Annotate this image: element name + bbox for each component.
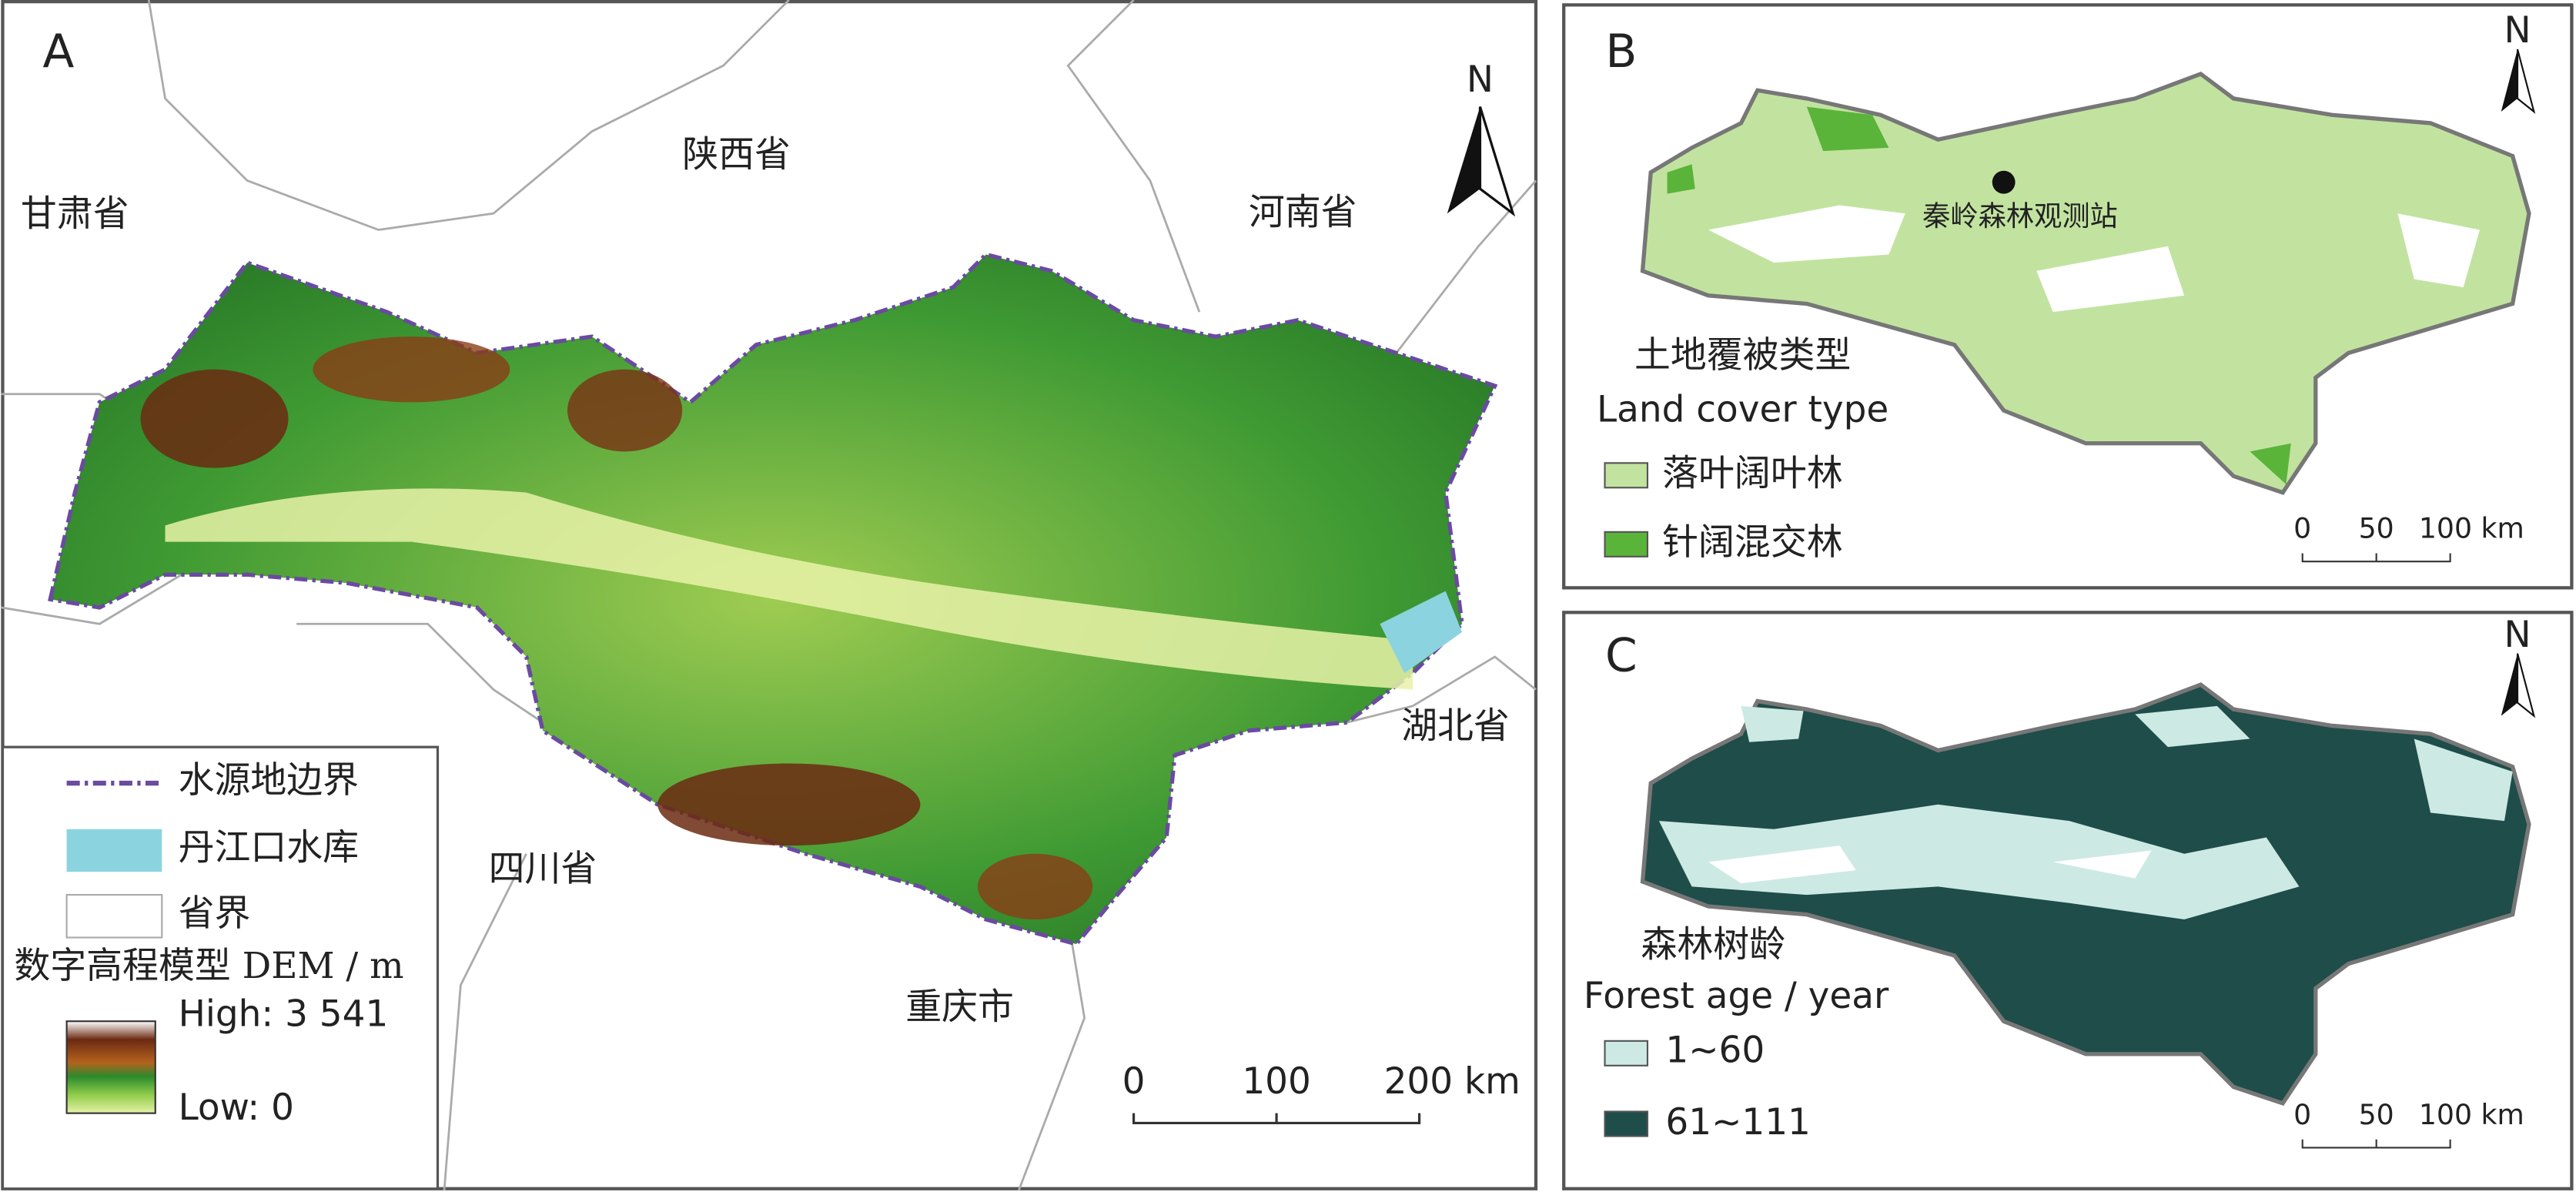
legend-swatch xyxy=(1604,462,1649,489)
station-marker xyxy=(1992,170,2016,194)
province-label: 重庆市 xyxy=(905,986,1014,1028)
legend-label: 水源地边界 xyxy=(179,759,359,802)
scale-bar xyxy=(2301,553,2451,563)
legend-label: 针阔混交林 xyxy=(1662,521,1842,564)
panel-label: C xyxy=(1605,630,1638,683)
legend-box xyxy=(1,745,440,1190)
legend-label: Low: 0 xyxy=(179,1087,294,1129)
legend-label: High: 3 541 xyxy=(179,993,389,1035)
legend-swatch xyxy=(1604,1110,1649,1137)
province-borders xyxy=(1,0,1537,1191)
province-label: 甘肃省 xyxy=(21,193,129,235)
legend-swatch xyxy=(1604,1040,1649,1066)
legend-title: 数字高程模型 DEM / m xyxy=(14,945,403,987)
north-label: N xyxy=(2504,614,2531,656)
valley xyxy=(165,488,1413,690)
province-label: 河南省 xyxy=(1249,191,1357,233)
high-terrain xyxy=(978,853,1093,920)
non-forest xyxy=(1708,845,2152,884)
panel-a: A 陕西省 甘肃省 河南省 湖北省 四川省 重庆市 N 0 100 200 km… xyxy=(1,0,1538,1191)
north-label: N xyxy=(2504,9,2531,52)
panel-label: A xyxy=(43,25,75,79)
province-label: 陕西省 xyxy=(682,134,791,176)
province-label: 四川省 xyxy=(489,848,597,890)
scale-label: 100 km xyxy=(2419,1098,2524,1131)
north-arrow xyxy=(1478,106,1516,217)
scale-label: 50 xyxy=(2359,1098,2394,1131)
legend-label: 省界 xyxy=(179,892,251,935)
high-terrain xyxy=(567,369,683,452)
high-terrain xyxy=(140,369,289,468)
scale-label: 0 xyxy=(2293,1098,2311,1131)
dem-ramp xyxy=(65,1020,156,1114)
scale-label: 0 xyxy=(1122,1060,1146,1103)
province-label: 湖北省 xyxy=(1401,705,1510,748)
panel-label: B xyxy=(1605,25,1637,79)
legend-title: 土地覆被类型 xyxy=(1634,334,1851,377)
scale-label: 100 km xyxy=(2419,512,2524,545)
legend-swatch xyxy=(1604,531,1649,557)
scale-bar xyxy=(1132,1113,1421,1125)
panel-b: 秦岭森林观测站 B N 土地覆被类型 Land cover type 落叶阔叶林… xyxy=(1562,3,2574,590)
legend-label: 1~60 xyxy=(1665,1029,1765,1071)
watershed xyxy=(48,252,1498,947)
station-label: 秦岭森林观测站 xyxy=(1922,199,2118,233)
legend-title: 森林树龄 xyxy=(1641,923,1785,966)
non-forest xyxy=(1708,205,2480,313)
legend-label: 61~111 xyxy=(1665,1101,1810,1143)
scale-label: 200 km xyxy=(1384,1060,1521,1103)
scale-label: 100 xyxy=(1242,1060,1311,1103)
north-arrow xyxy=(2516,653,2536,718)
scale-label: 50 xyxy=(2359,512,2394,545)
high-terrain xyxy=(313,337,510,403)
legend-swatch xyxy=(66,829,162,872)
high-terrain xyxy=(657,763,921,846)
legend-title: Land cover type xyxy=(1597,389,1889,431)
scale-bar xyxy=(2301,1139,2451,1149)
panel-c: C N 森林树龄 Forest age / year 1~60 61~111 0… xyxy=(1562,611,2574,1190)
north-arrow xyxy=(2516,49,2536,114)
scale-label: 0 xyxy=(2293,512,2311,545)
legend-label: 落叶阔叶林 xyxy=(1662,452,1842,494)
legend-label: 丹江口水库 xyxy=(179,826,359,869)
north-label: N xyxy=(1467,59,1494,101)
north-arrow xyxy=(2501,49,2518,112)
legend-title: Forest age / year xyxy=(1584,975,1889,1017)
reservoir xyxy=(1380,591,1463,674)
legend-swatch xyxy=(65,894,163,939)
young-forest xyxy=(1658,705,2513,920)
north-arrow xyxy=(2501,653,2518,716)
